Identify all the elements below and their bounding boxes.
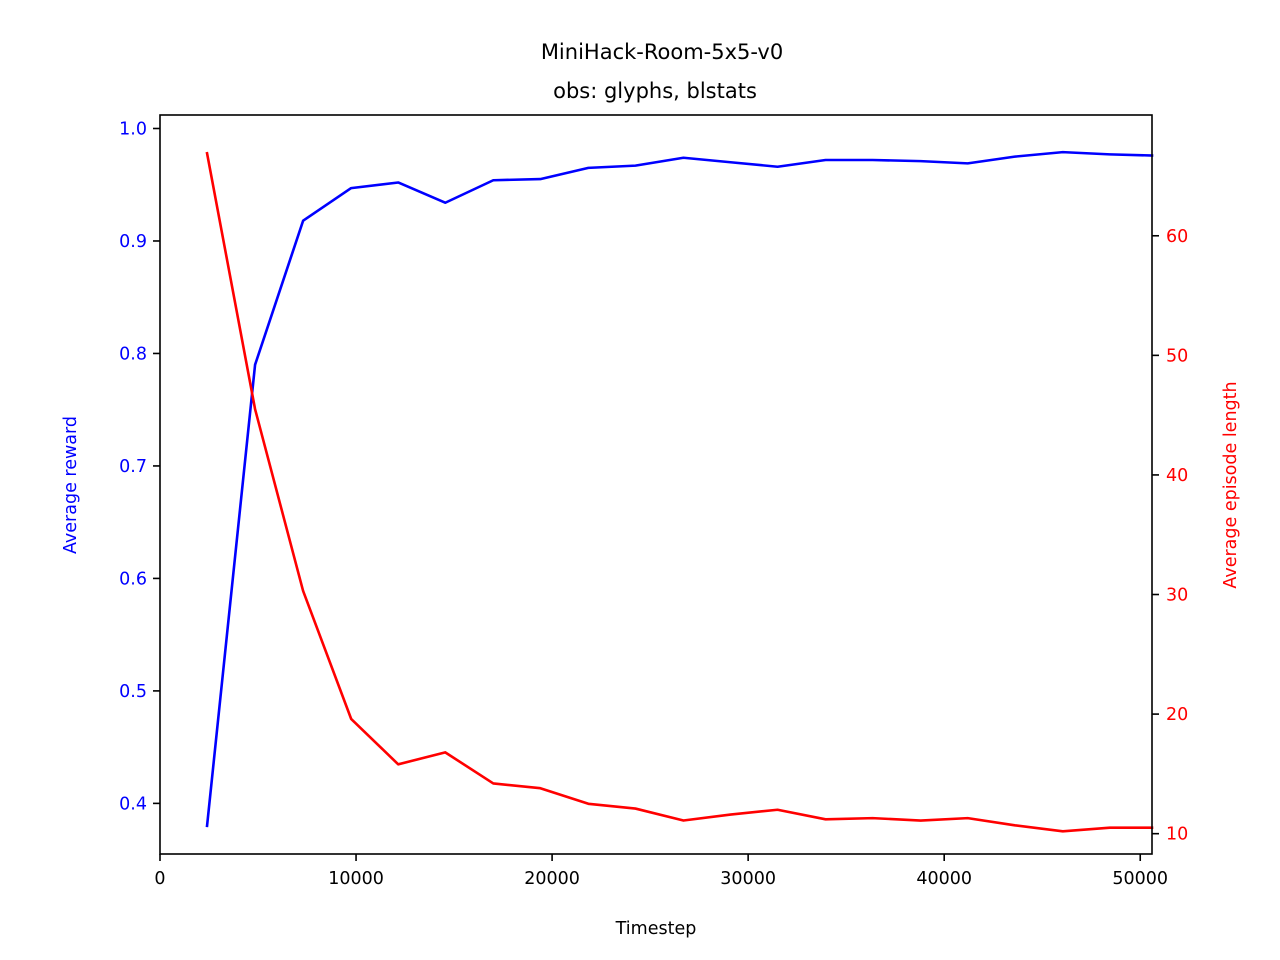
- x-tick-label: 40000: [916, 869, 972, 889]
- series-line-average-reward: [205, 150, 1154, 828]
- x-tick-label: 10000: [328, 869, 384, 889]
- left-y-tick-label: 0.4: [119, 794, 147, 814]
- right-y-tick-label: 60: [1166, 227, 1188, 247]
- left-y-axis: 0.4 0.5 0.6 0.7 0.8 0.9 1.0: [119, 119, 160, 814]
- x-tick-label: 50000: [1112, 869, 1168, 889]
- right-y-tick-label: 50: [1166, 346, 1188, 366]
- x-axis: 0 10000 20000 30000 40000 50000: [154, 854, 1168, 889]
- left-y-tick-label: 0.6: [119, 569, 147, 589]
- left-y-tick-label: 1.0: [119, 119, 147, 139]
- right-y-axis: 10 20 30 40 50 60: [1152, 227, 1188, 845]
- right-y-tick-label: 40: [1166, 466, 1188, 486]
- series-line-average-episode-length: [205, 151, 1154, 833]
- plot-frame: [159, 114, 1153, 855]
- left-y-tick-label: 0.7: [119, 457, 147, 477]
- right-y-tick-label: 30: [1166, 586, 1188, 606]
- x-tick-label: 0: [154, 869, 165, 889]
- left-y-tick-label: 0.9: [119, 232, 147, 252]
- x-tick-label: 30000: [720, 869, 776, 889]
- left-y-tick-label: 0.5: [119, 682, 147, 702]
- left-y-axis-label: Average reward: [61, 416, 81, 554]
- right-y-tick-label: 20: [1166, 705, 1188, 725]
- left-y-tick-label: 0.8: [119, 344, 147, 364]
- x-tick-label: 20000: [524, 869, 580, 889]
- series-layer: [205, 150, 1154, 833]
- chart-title: MiniHack-Room-5x5-v0: [541, 40, 783, 64]
- right-y-axis-label: Average episode length: [1221, 381, 1241, 588]
- right-y-tick-label: 10: [1166, 825, 1188, 845]
- x-axis-label: Timestep: [615, 919, 697, 939]
- chart-subtitle: obs: glyphs, blstats: [553, 79, 757, 103]
